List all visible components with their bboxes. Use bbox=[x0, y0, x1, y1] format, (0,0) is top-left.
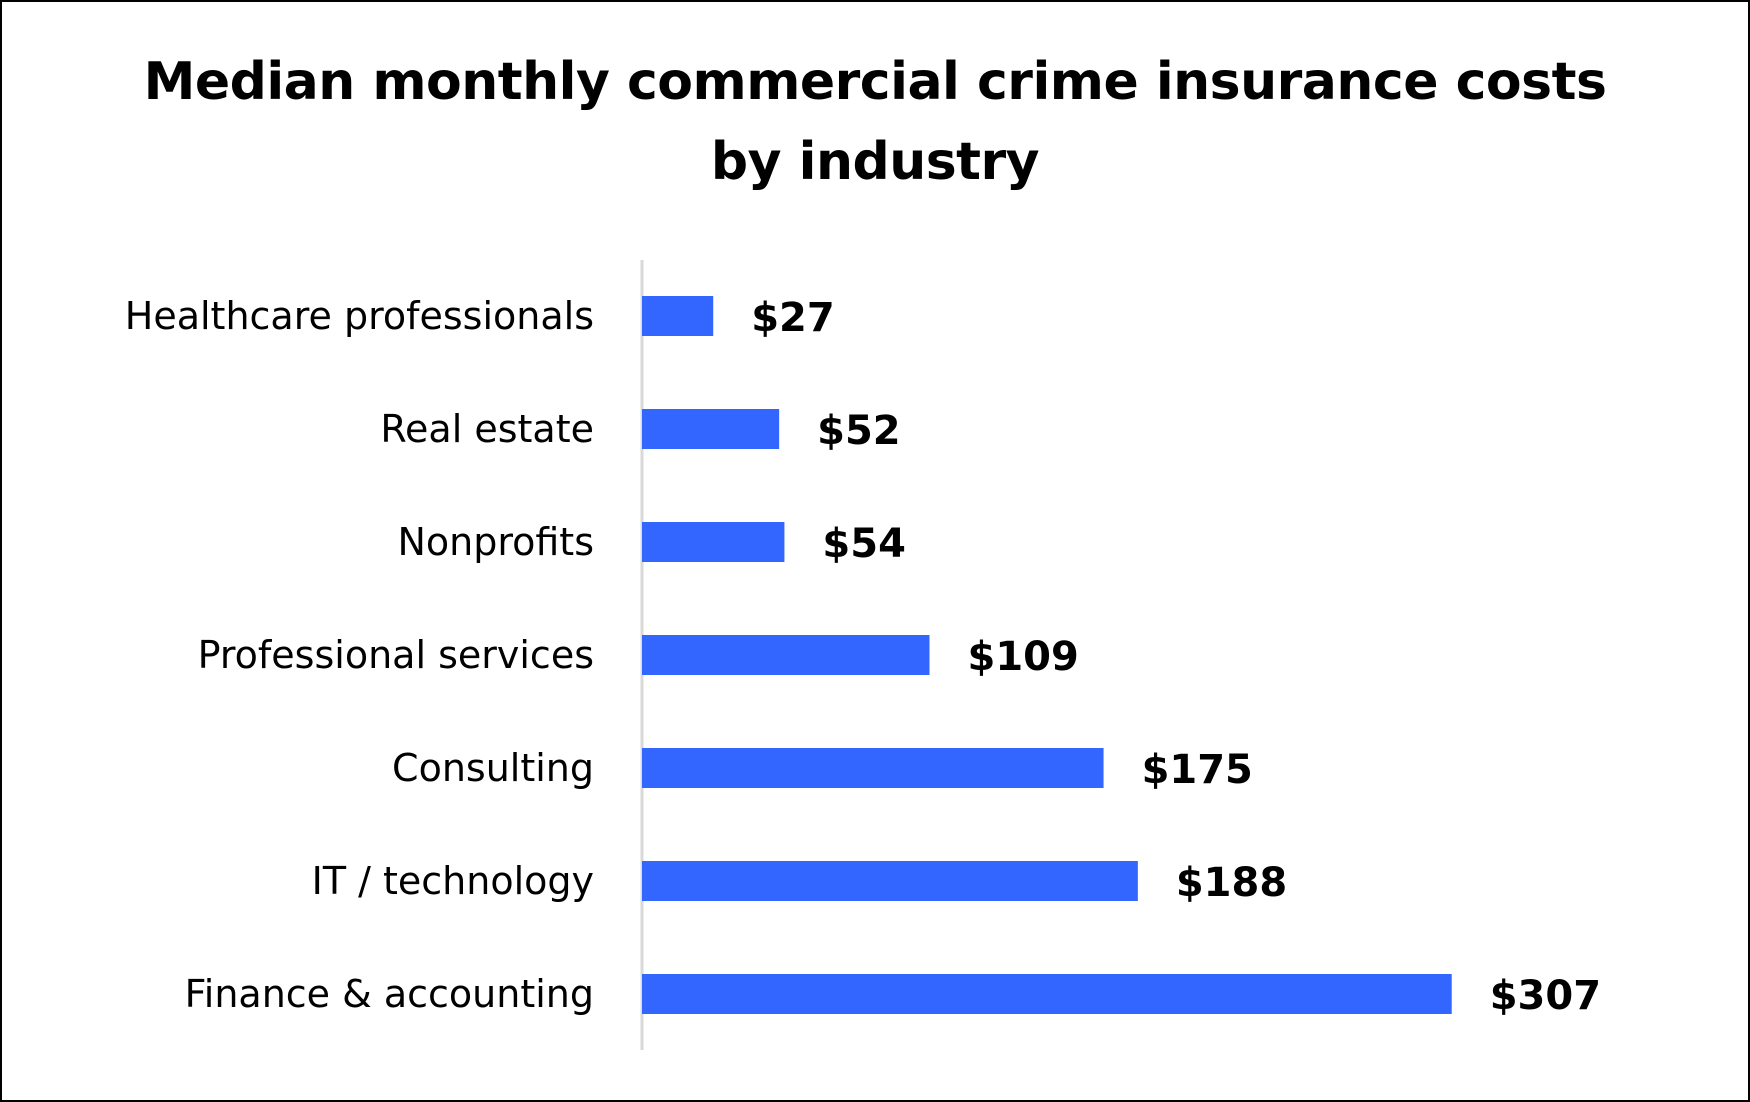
bar-finance-accounting bbox=[642, 974, 1452, 1014]
bar-nonprofits bbox=[642, 522, 785, 562]
value-label-consulting: $175 bbox=[1142, 747, 1253, 793]
bar-professional-services bbox=[642, 635, 930, 675]
category-label-consulting: Consulting bbox=[392, 746, 594, 790]
bar-real-estate bbox=[642, 409, 780, 449]
chart-title: Median monthly commercial crime insuranc… bbox=[143, 52, 1607, 192]
value-label-finance-accounting: $307 bbox=[1490, 973, 1601, 1019]
category-label-professional-services: Professional services bbox=[198, 633, 594, 677]
category-label-it-technology: IT / technology bbox=[312, 859, 594, 903]
bar-it-technology bbox=[642, 861, 1138, 901]
bar-healthcare-professionals bbox=[642, 296, 714, 336]
bar-consulting bbox=[642, 748, 1104, 788]
category-label-finance-accounting: Finance & accounting bbox=[185, 972, 594, 1016]
value-label-it-technology: $188 bbox=[1176, 860, 1287, 906]
category-label-healthcare-professionals: Healthcare professionals bbox=[125, 294, 594, 338]
bars-group: Healthcare professionals $27 Real estate $5… bbox=[125, 294, 1601, 1019]
value-label-real-estate: $52 bbox=[817, 408, 901, 454]
category-label-nonprofits: Nonprofits bbox=[397, 520, 594, 564]
value-label-healthcare-professionals: $27 bbox=[751, 295, 835, 341]
value-label-professional-services: $109 bbox=[967, 634, 1078, 680]
value-label-nonprofits: $54 bbox=[822, 521, 906, 567]
category-label-real-estate: Real estate bbox=[380, 407, 594, 451]
